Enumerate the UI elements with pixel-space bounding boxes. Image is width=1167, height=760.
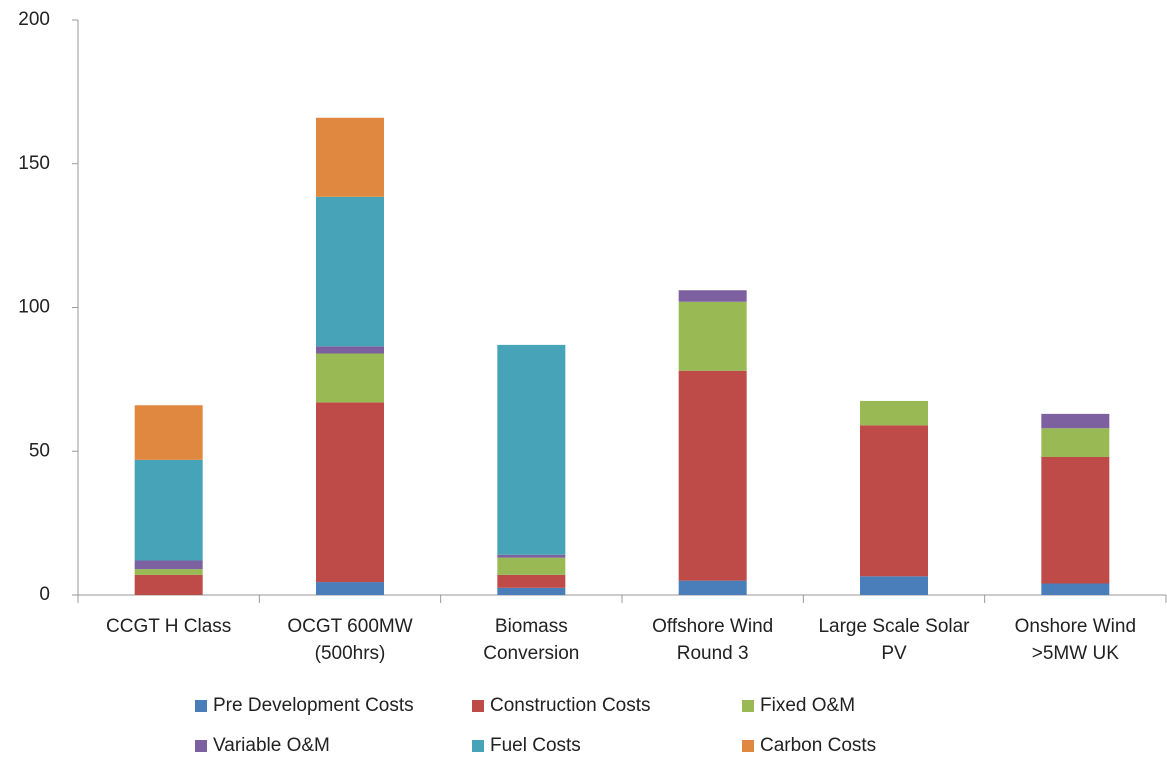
bar-segment — [134, 459, 203, 561]
x-tick-label: Biomass Conversion — [483, 616, 580, 664]
x-tick-label: Onshore Wind >5MW UK — [1014, 616, 1137, 664]
legend-swatch — [195, 740, 207, 752]
y-tick-label: 0 — [39, 584, 50, 605]
legend-swatch — [472, 740, 484, 752]
y-tick-label: 150 — [18, 153, 50, 174]
bar-segment — [860, 576, 928, 595]
bar-segment — [134, 574, 203, 595]
legend-label: Fixed O&M — [760, 695, 855, 716]
bar-segment — [678, 290, 747, 302]
legend-label: Pre Development Costs — [213, 695, 414, 716]
bar-segment — [497, 574, 566, 588]
bar-segment — [134, 405, 203, 460]
bar-segment — [860, 400, 928, 426]
bar-segment — [1041, 413, 1110, 429]
legend-label: Construction Costs — [490, 695, 651, 716]
bar-segment — [316, 582, 384, 595]
bar-segment — [316, 117, 384, 197]
legend-swatch — [472, 700, 484, 712]
y-tick-label: 200 — [18, 9, 50, 30]
bar-segment — [1041, 583, 1110, 595]
bar-segment — [1041, 457, 1110, 584]
bar-segment — [497, 557, 566, 575]
bar-segment — [316, 402, 384, 583]
bar-segment — [134, 569, 203, 575]
y-tick-label: 100 — [18, 297, 50, 318]
x-tick-label: OCGT 600MW (500hrs) — [287, 616, 413, 664]
legend-label: Fuel Costs — [490, 735, 581, 756]
bar-segment — [678, 301, 747, 371]
legend-label: Variable O&M — [213, 735, 330, 756]
bar-segment — [497, 344, 566, 555]
x-tick-label: CCGT H Class — [106, 616, 232, 637]
bar-segment — [316, 353, 384, 403]
legend-swatch — [742, 700, 754, 712]
bar-segment — [497, 587, 566, 595]
bar-segment — [678, 580, 747, 595]
bar-segment — [860, 425, 928, 577]
x-tick-label: Large Scale Solar PV — [818, 616, 970, 664]
legend-label: Carbon Costs — [760, 735, 876, 756]
bar-segment — [316, 346, 384, 354]
bar-segment — [134, 560, 203, 570]
y-tick-label: 50 — [29, 440, 50, 461]
legend-swatch — [742, 740, 754, 752]
bar-segment — [497, 554, 566, 558]
x-tick-label: Offshore Wind Round 3 — [652, 616, 774, 664]
bar-segment — [1041, 428, 1110, 457]
bar-segment — [316, 196, 384, 347]
legend-swatch — [195, 700, 207, 712]
bar-segment — [678, 370, 747, 581]
